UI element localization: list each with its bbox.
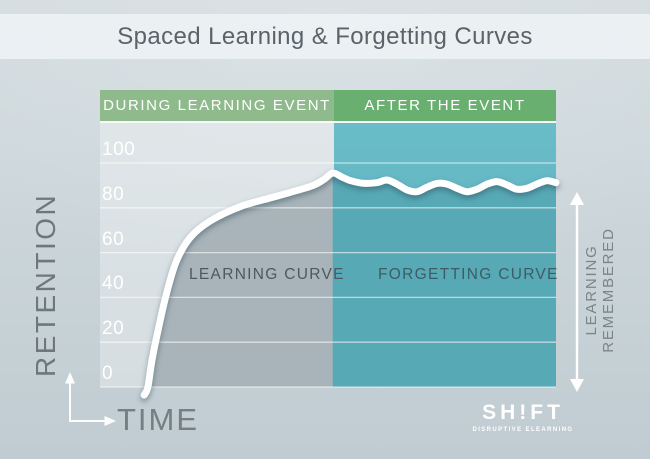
y-tick-label-20: 20 [102, 318, 125, 340]
phase-band-after-label: AFTER THE EVENT [364, 97, 526, 114]
y-axis-title: RETENTION [30, 192, 61, 377]
y-tick-label-80: 80 [102, 183, 125, 205]
y-tick-label-60: 60 [102, 228, 125, 250]
retention-curve-chart [100, 162, 560, 399]
learning-curve-area [147, 173, 333, 387]
page-title: Spaced Learning & Forgetting Curves [117, 22, 533, 50]
phase-band-during-label: DURING LEARNING EVENT [103, 97, 331, 114]
y-tick-label-40: 40 [102, 273, 125, 295]
x-axis-title: TIME [117, 402, 200, 437]
logo-tagline: DISRUPTIVE ELEARNING [472, 427, 574, 433]
y-tick-label-0: 0 [102, 363, 114, 384]
axis-origin-arrows-icon [65, 372, 116, 426]
logo-wordmark: SH!FT [482, 401, 564, 424]
title-strip: Spaced Learning & Forgetting Curves [0, 14, 650, 59]
band-divider-line [100, 121, 556, 123]
y-tick-label-100: 100 [102, 139, 136, 160]
phase-band-during-learning: DURING LEARNING EVENT [100, 90, 334, 121]
learning-remembered-arrow-icon [570, 192, 584, 392]
retention-curve-line [140, 169, 560, 399]
learning-curve-label: LEARNING CURVE [189, 266, 345, 283]
phase-band-after-event: AFTER THE EVENT [334, 90, 556, 121]
shift-logo: SH!FT DISRUPTIVE ELEARNING [471, 401, 575, 433]
forgetting-curve-area [332, 173, 556, 387]
forgetting-curve-label: FORGETTING CURVE [378, 266, 559, 283]
learning-remembered-label: LEARNING REMEMBERED [583, 227, 617, 353]
